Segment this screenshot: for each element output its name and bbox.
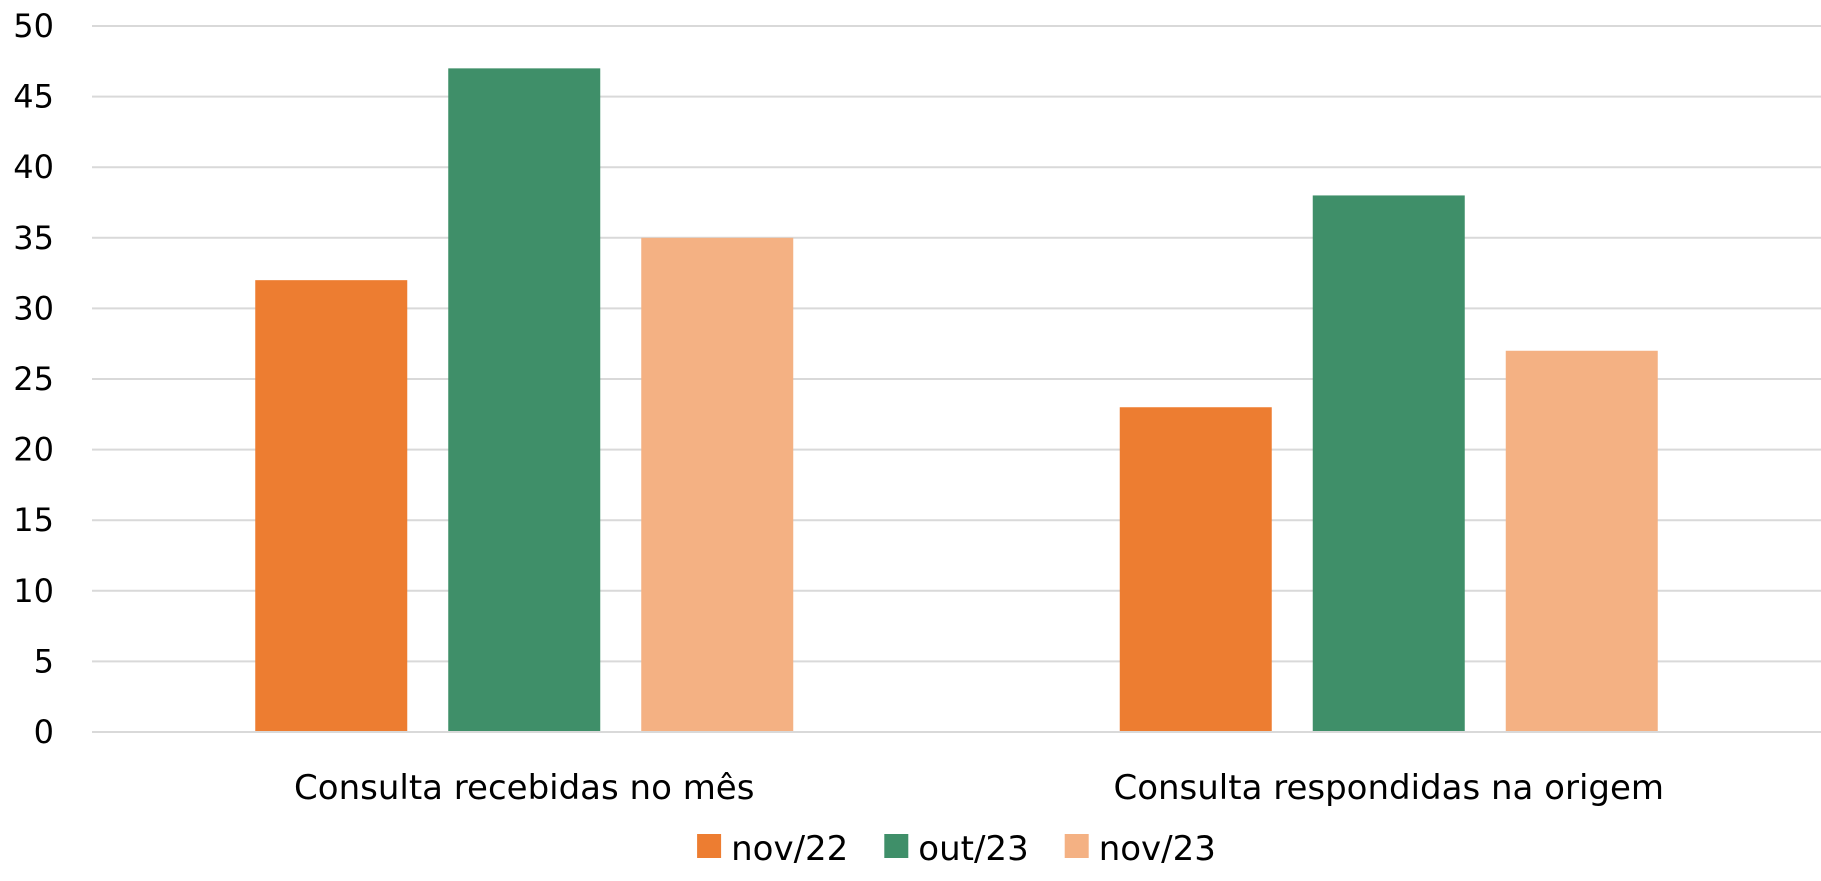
category-label: Consulta recebidas no mês — [294, 768, 754, 808]
bar-nov-23-1 — [641, 237, 794, 733]
legend-swatch — [1064, 834, 1089, 858]
legend-swatch — [697, 834, 722, 858]
y-tick-label: 0 — [34, 713, 54, 751]
y-tick-label: 20 — [13, 431, 54, 469]
bar-out-23-2 — [1312, 195, 1465, 732]
legend: nov/22 out/23 nov/23 — [697, 829, 1216, 869]
y-tick-label: 10 — [13, 572, 54, 610]
legend-swatch — [884, 834, 909, 858]
bar-out-23-1 — [448, 68, 601, 733]
legend-label: nov/23 — [1099, 829, 1216, 869]
bar-nov-22-2 — [1119, 407, 1272, 732]
legend-label: out/23 — [918, 829, 1028, 869]
y-tick-label: 30 — [13, 289, 54, 327]
y-tick-label: 50 — [13, 7, 54, 45]
bar-nov-23-2 — [1505, 350, 1658, 732]
x-axis: Consulta recebidas no mês Consulta respon… — [92, 731, 1821, 808]
y-tick-label: 40 — [13, 148, 54, 186]
y-tick-label: 5 — [34, 642, 54, 680]
y-tick-label: 25 — [13, 360, 54, 398]
y-tick-label: 35 — [13, 219, 54, 257]
y-tick-label: 45 — [13, 78, 54, 116]
legend-label: nov/22 — [731, 829, 848, 869]
y-tick-label: 15 — [13, 501, 54, 539]
bars — [255, 68, 1658, 733]
category-label: Consulta respondidas na origem — [1113, 768, 1664, 808]
y-axis: 0 5 10 15 20 25 30 35 40 45 50 — [13, 7, 54, 751]
bar-nov-22-1 — [255, 280, 408, 732]
